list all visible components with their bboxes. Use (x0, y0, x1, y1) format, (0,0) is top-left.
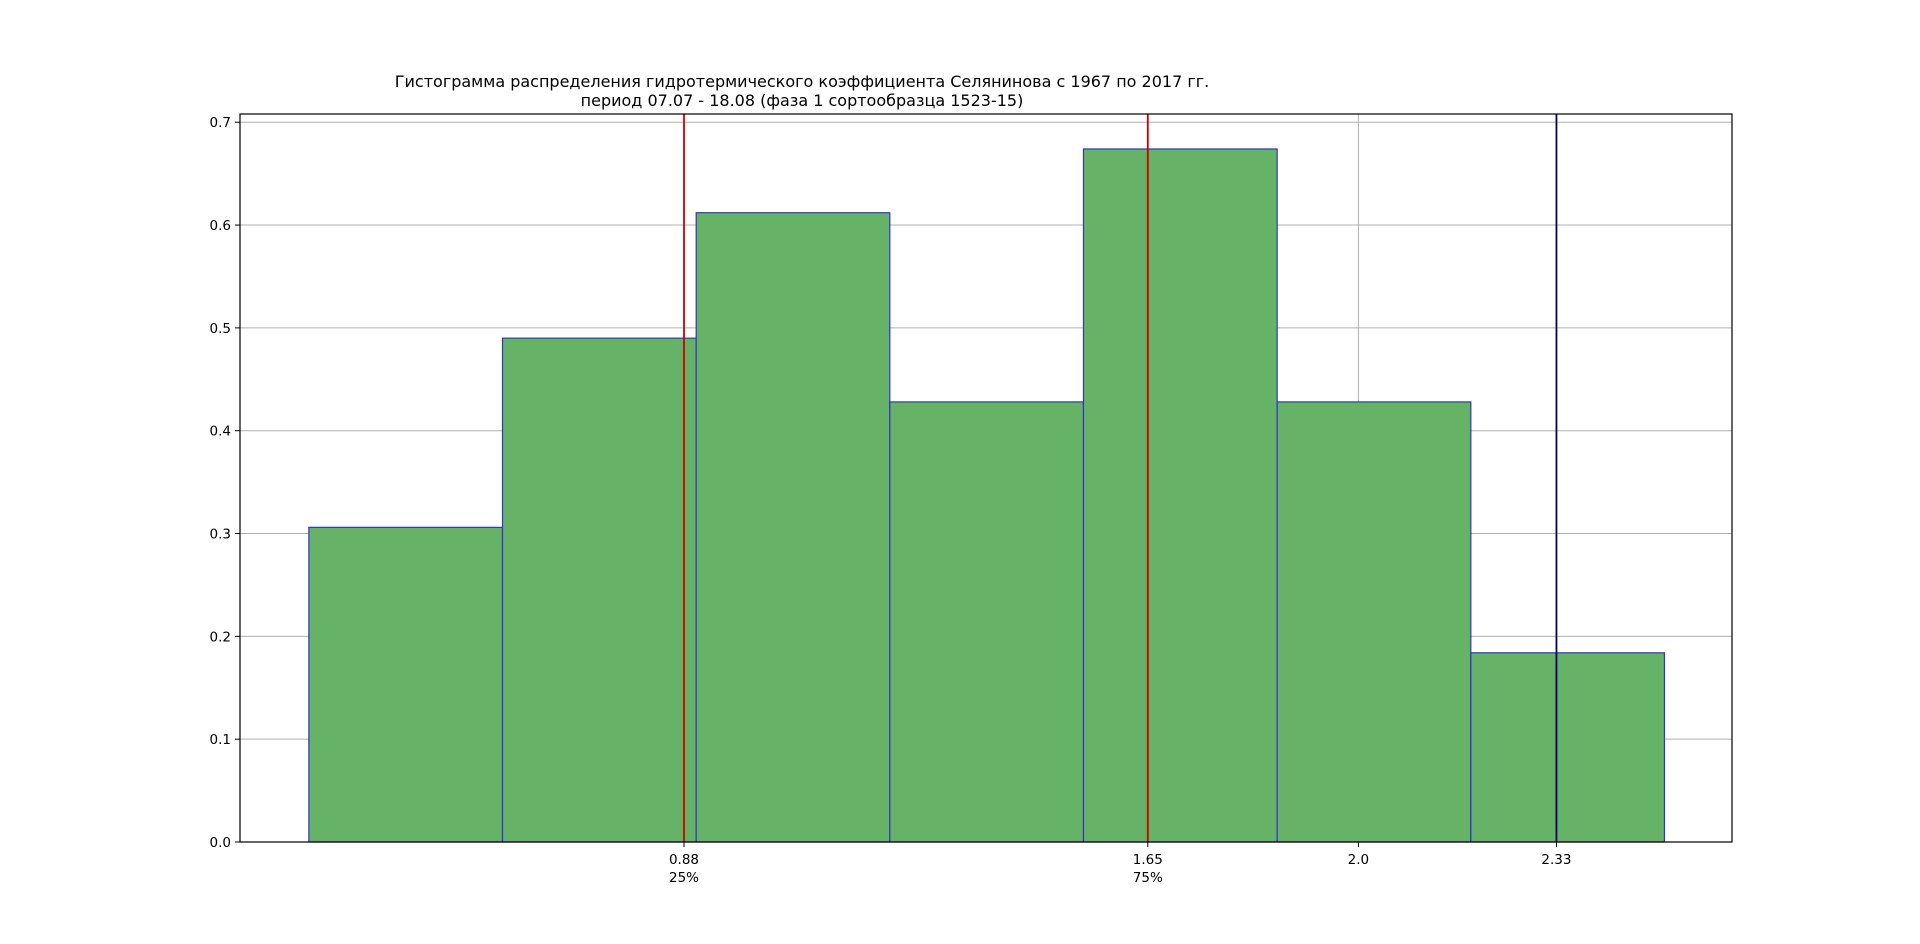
y-tick-label: 0.6 (210, 218, 231, 234)
y-axis-ticks: 0.0 0.1 0.2 0.3 0.4 0.5 0.6 0.7 (210, 115, 240, 851)
y-tick-label: 0.0 (210, 835, 231, 851)
y-tick-label: 0.3 (210, 527, 231, 543)
y-tick-label: 0.4 (210, 424, 231, 440)
y-tick-label: 0.7 (210, 115, 231, 131)
chart-title: Гистограмма распределения гидротермическ… (395, 72, 1209, 91)
x-tick-label: 0.88 (669, 852, 699, 868)
histogram-bars (308, 148, 1666, 843)
x-tick-label: 1.65 (1133, 852, 1163, 868)
x-tick-label: 2.33 (1541, 852, 1571, 868)
histogram-bar (501, 337, 697, 843)
x-axis-ticks: 0.88 25% 1.65 75% 2.0 2.33 (669, 842, 1571, 886)
chart-subtitle: период 07.07 - 18.08 (фаза 1 сортообразц… (581, 91, 1024, 110)
y-tick-label: 0.2 (210, 629, 231, 645)
plot-frame (239, 113, 1733, 843)
histogram-bar (1276, 401, 1472, 843)
histogram-bar (889, 401, 1085, 843)
reference-lines (683, 114, 1558, 842)
x-tick-sublabel: 25% (669, 870, 699, 886)
histogram-bar (695, 212, 891, 843)
y-tick-label: 0.5 (210, 321, 231, 337)
histogram-bar (1082, 148, 1278, 843)
x-tick-sublabel: 75% (1133, 870, 1163, 886)
x-tick-label: 2.0 (1348, 852, 1369, 868)
y-tick-label: 0.1 (210, 732, 231, 748)
histogram-bar (1470, 652, 1666, 843)
histogram-bar (308, 526, 504, 843)
